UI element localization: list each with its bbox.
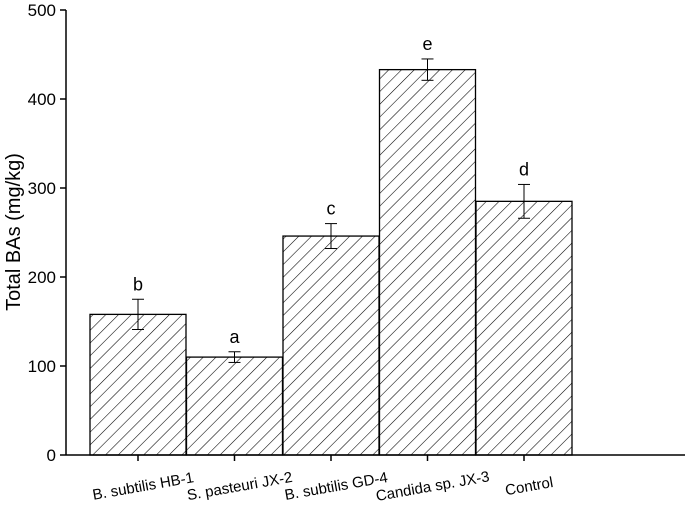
significance-label: a: [229, 327, 240, 347]
category-label: Control: [504, 474, 555, 499]
y-tick-label: 0: [47, 446, 56, 465]
bar: [378, 68, 477, 456]
bar-group: a: [185, 327, 284, 456]
y-tick-label: 400: [28, 90, 56, 109]
bar: [89, 313, 187, 456]
y-tick-label: 500: [28, 1, 56, 20]
significance-label: e: [422, 34, 432, 54]
y-tick-label: 200: [28, 268, 56, 287]
bar-group: e: [378, 34, 477, 456]
y-tick-label: 100: [28, 357, 56, 376]
bar-group: b: [89, 274, 187, 456]
significance-label: c: [327, 199, 336, 219]
significance-label: d: [519, 159, 529, 179]
category-label: B. subtilis HB-1: [91, 469, 195, 504]
y-axis-title: Total BAs (mg/kg): [3, 153, 25, 311]
category-label: B. subtilis GD-4: [283, 469, 389, 504]
bar-group: d: [475, 159, 573, 456]
bar: [475, 200, 573, 456]
bar: [282, 235, 380, 456]
bar: [185, 356, 284, 456]
category-label: Candida sp. JX-3: [375, 468, 491, 505]
axes-layer: [65, 10, 685, 456]
significance-label: b: [133, 274, 143, 294]
y-tick-label: 300: [28, 179, 56, 198]
bar-group: c: [282, 199, 380, 456]
category-label: S. pasteuri JX-2: [186, 469, 294, 504]
bars-layer: b a c e d: [89, 34, 573, 456]
